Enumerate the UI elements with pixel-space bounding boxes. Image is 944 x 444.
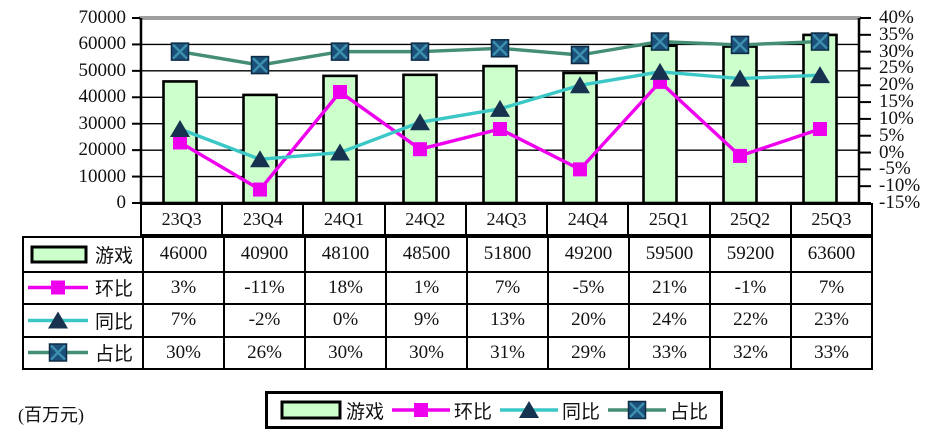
table-cell-yoy-24Q3: 13%: [466, 303, 547, 336]
legend-label: 游戏: [346, 401, 385, 423]
y-axis-tick-right: -10%: [879, 175, 921, 197]
y-axis-tick-left: 0: [116, 192, 127, 213]
yoy-line-swatch: [500, 401, 559, 418]
bar-games: [562, 71, 598, 205]
table-cell-share-25Q2: 32%: [709, 335, 790, 368]
series-name: 游戏: [94, 245, 133, 267]
y-axis-tick-right: 30%: [879, 40, 914, 62]
table-cell-yoy-23Q4: -2%: [223, 303, 304, 336]
yoy-line-swatch: [27, 311, 88, 329]
y-axis-tick-right: 0%: [879, 141, 905, 163]
bar-swatch: [30, 245, 88, 264]
category-label: 24Q1: [302, 205, 383, 234]
table-cell-share-25Q1: 33%: [628, 335, 709, 368]
legend: 游戏 环比 同比 占比: [265, 391, 724, 429]
y-axis-tick-left: 10000: [78, 165, 127, 187]
table-cell-yoy-24Q2: 9%: [385, 303, 466, 336]
table-cell-qoq-23Q4: -11%: [223, 270, 304, 303]
table-cell-share-24Q3: 31%: [466, 335, 547, 368]
y-axis-tick-right: -15%: [879, 192, 921, 213]
y-axis-tick-right: 40%: [879, 7, 914, 28]
table-cell-games-25Q1: 59500: [628, 238, 709, 271]
category-label: 25Q1: [627, 205, 708, 234]
y-axis-tick-right: 20%: [879, 74, 914, 96]
table-cell-qoq-25Q2: -1%: [709, 270, 790, 303]
table-cell-share-25Q3: 33%: [790, 335, 871, 368]
y-axis-tick-right: 10%: [879, 107, 914, 129]
table-cell-games-23Q4: 40900: [223, 238, 304, 271]
legend-label: 占比: [670, 401, 709, 423]
table-cell-qoq-24Q1: 18%: [304, 270, 385, 303]
table-cell-games-23Q3: 46000: [142, 238, 223, 271]
table-cell-games-24Q2: 48500: [385, 238, 466, 271]
table-cell-qoq-24Q3: 7%: [466, 270, 547, 303]
table-row-header-games: 游戏: [24, 238, 142, 271]
series-name: 环比: [94, 279, 133, 301]
table-cell-yoy-25Q3: 23%: [790, 303, 871, 336]
bar-games: [402, 73, 438, 205]
bar-games: [802, 33, 838, 205]
table-cell-qoq-24Q2: 1%: [385, 270, 466, 303]
y-axis-tick-left: 20000: [78, 139, 127, 161]
table-cell-yoy-25Q1: 24%: [628, 303, 709, 336]
share-line-swatch: [27, 343, 88, 362]
y-axis-tick-left: 70000: [78, 7, 127, 28]
y-axis-tick-left: 40000: [78, 86, 127, 108]
table-cell-share-24Q1: 30%: [304, 335, 385, 368]
table-cell-share-24Q4: 29%: [547, 335, 628, 368]
category-label: 24Q2: [383, 205, 465, 234]
table-cell-yoy-24Q4: 20%: [547, 303, 628, 336]
bar-swatch: [280, 400, 342, 420]
legend-item-games: 游戏: [280, 397, 384, 424]
table-cell-qoq-25Q1: 21%: [628, 270, 709, 303]
table-cell-yoy-25Q2: 22%: [709, 303, 790, 336]
legend-item-yoy: 同比: [500, 397, 600, 424]
table-cell-qoq-25Q3: 7%: [790, 270, 871, 303]
y-axis-tick-right: 35%: [879, 23, 914, 45]
table-cell-games-24Q3: 51800: [466, 238, 547, 271]
table-cell-games-24Q1: 48100: [304, 238, 385, 271]
legend-label: 环比: [454, 401, 493, 423]
qoq-line-swatch: [27, 280, 88, 295]
y-axis-tick-left: 60000: [78, 33, 127, 55]
unit-label: (百万元): [18, 405, 84, 425]
category-axis-row: 23Q3 23Q4 24Q1 24Q2 24Q3 24Q4 25Q1 25Q2 25Q3: [140, 203, 873, 236]
table-cell-share-23Q4: 26%: [223, 335, 304, 368]
y-axis-tick-left: 30000: [78, 112, 127, 134]
legend-label: 同比: [562, 401, 601, 423]
series-name: 同比: [94, 311, 133, 333]
y-axis-tick-left: 50000: [78, 59, 127, 81]
legend-item-qoq: 环比: [392, 397, 492, 424]
legend-item-share: 占比: [608, 397, 708, 424]
table-cell-share-23Q3: 30%: [142, 335, 223, 368]
line-series-同比: [170, 62, 830, 168]
table-cell-share-24Q2: 30%: [385, 335, 466, 368]
share-line-swatch: [608, 400, 667, 420]
table-cell-games-25Q3: 63600: [790, 238, 871, 271]
series-name: 占比: [94, 344, 133, 366]
table-row-header-qoq: 环比: [24, 270, 142, 304]
table-cell-qoq-24Q4: -5%: [547, 270, 628, 303]
y-axis-tick-right: 15%: [879, 91, 914, 113]
table-row-header-share: 占比: [24, 335, 142, 369]
table-cell-games-24Q4: 49200: [547, 238, 628, 271]
y-axis-tick-right: 25%: [879, 57, 914, 79]
table-cell-games-25Q2: 59200: [709, 238, 790, 271]
category-label: 25Q2: [708, 205, 790, 234]
table-cell-qoq-23Q3: 3%: [142, 270, 223, 303]
category-label: 24Q3: [464, 205, 546, 234]
data-table: 游戏 46000 40900 48100 48500 51800 49200 59500 592…: [22, 236, 873, 370]
category-label: 23Q3: [161, 209, 202, 229]
table-cell-yoy-24Q1: 0%: [304, 303, 385, 336]
y-axis-tick-right: 5%: [879, 124, 905, 146]
category-label: 23Q4: [221, 205, 302, 234]
category-label: 25Q3: [789, 205, 871, 234]
table-row-header-yoy: 同比: [24, 303, 142, 336]
qoq-line-swatch: [392, 403, 451, 417]
line-series-占比: [170, 32, 830, 75]
y-axis-tick-right: -5%: [879, 158, 911, 180]
table-cell-yoy-23Q3: 7%: [142, 303, 223, 336]
category-label: 24Q4: [546, 205, 627, 234]
